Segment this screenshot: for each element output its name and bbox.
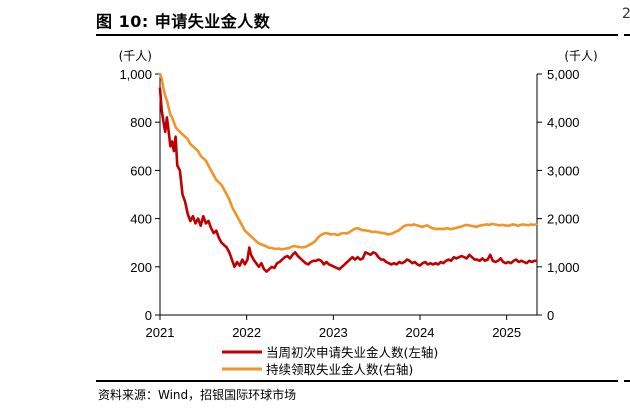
edge-rule-bottom: [624, 380, 630, 382]
figure-title-bar: 图 10: 申请失业金人数: [96, 8, 616, 34]
x-tick-label: 2023: [319, 325, 348, 340]
edge-glyph: 2: [622, 6, 630, 22]
left-tick-label: 0: [145, 308, 152, 323]
x-tick-label: 2024: [406, 325, 435, 340]
edge-rule-top: [624, 34, 630, 36]
left-tick-label: 600: [130, 163, 152, 178]
right-tick-label: 4,000: [547, 115, 580, 130]
right-axis-unit: (千人): [564, 49, 597, 63]
legend-label-continuing-claims: 持续领取失业金人数(右轴): [266, 362, 413, 377]
source-note: 资料来源：Wind，招银国际环球市场: [98, 388, 297, 402]
left-tick-label: 1,000: [119, 67, 152, 82]
x-tick-label: 2021: [146, 325, 175, 340]
x-tick-label: 2022: [232, 325, 261, 340]
bottom-rule: [96, 380, 618, 382]
right-tick-label: 1,000: [547, 260, 580, 275]
left-axis-unit: (千人): [119, 49, 152, 63]
initial-claims-line: [158, 87, 538, 273]
left-tick-label: 400: [130, 212, 152, 227]
left-tick-label: 800: [130, 115, 152, 130]
continuing-claims-line: [158, 72, 538, 251]
x-tick-label: 2025: [492, 325, 521, 340]
right-tick-label: 2,000: [547, 212, 580, 227]
right-tick-label: 0: [547, 308, 554, 323]
left-tick-label: 200: [130, 260, 152, 275]
right-tick-label: 3,000: [547, 163, 580, 178]
right-tick-label: 5,000: [547, 67, 580, 82]
legend-label-initial-claims: 当周初次申请失业金人数(左轴): [266, 345, 438, 360]
top-rule: [96, 34, 618, 36]
figure-title: 图 10: 申请失业金人数: [96, 12, 271, 31]
